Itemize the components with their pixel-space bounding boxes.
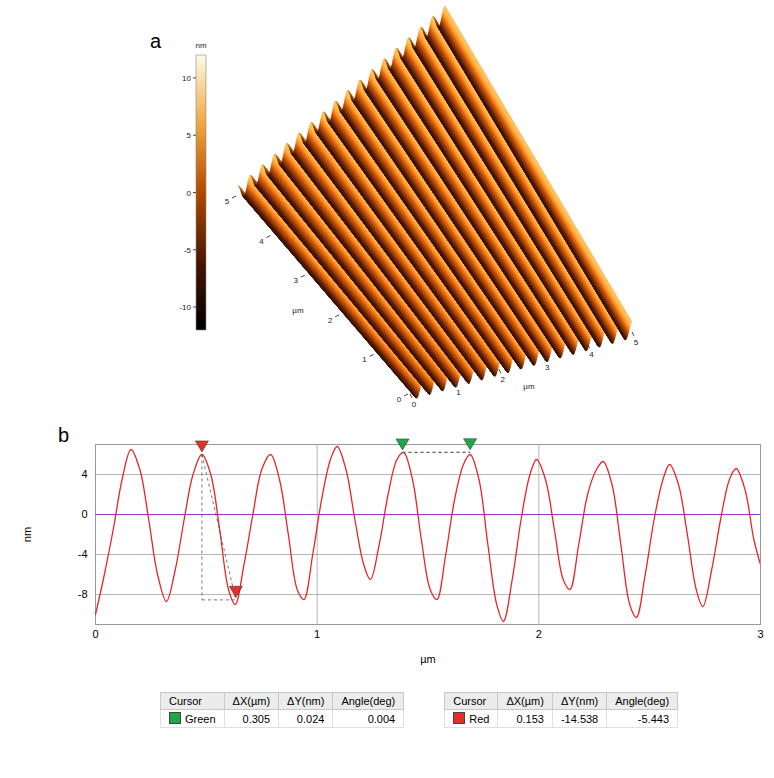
html-text:ΔX(µm): ΔX(µm) xyxy=(232,695,271,707)
html-text:-14.538: -14.538 xyxy=(560,712,599,725)
html-text:0.305: 0.305 xyxy=(242,712,271,725)
html-text:0.153: 0.153 xyxy=(516,712,544,725)
html-text:a: a xyxy=(150,30,162,52)
svg-text:0: 0 xyxy=(81,508,87,520)
svg-text:2: 2 xyxy=(328,316,333,325)
svg-text:µm: µm xyxy=(420,653,436,665)
svg-text:4: 4 xyxy=(81,468,87,480)
svg-text:5: 5 xyxy=(225,197,230,206)
html-text:Cursor: Cursor xyxy=(453,695,487,707)
svg-text:5: 5 xyxy=(187,131,192,140)
svg-text:-5: -5 xyxy=(184,246,192,255)
svg-text:4: 4 xyxy=(589,350,594,359)
svg-text:1: 1 xyxy=(314,628,320,640)
svg-text:2: 2 xyxy=(501,375,506,384)
svg-text:µm: µm xyxy=(523,382,535,391)
html-text:-5.443: -5.443 xyxy=(637,712,670,725)
html-text:0.004: 0.004 xyxy=(367,712,396,725)
svg-text:10: 10 xyxy=(182,74,191,83)
html-text:Angle(deg): Angle(deg) xyxy=(341,695,396,707)
svg-text:3: 3 xyxy=(757,628,763,640)
svg-text:2: 2 xyxy=(536,628,542,640)
svg-text:-10: -10 xyxy=(179,303,191,312)
svg-text:-4: -4 xyxy=(78,548,88,560)
svg-text:3: 3 xyxy=(294,276,299,285)
svg-text:-8: -8 xyxy=(78,588,88,600)
svg-text:0: 0 xyxy=(187,189,192,198)
svg-text:0: 0 xyxy=(412,400,417,409)
html-text:Cursor: Cursor xyxy=(169,695,202,707)
html-text:ΔY(nm): ΔY(nm) xyxy=(560,695,599,707)
html-text:Angle(deg): Angle(deg) xyxy=(615,695,670,707)
svg-text:µm: µm xyxy=(292,306,304,315)
svg-text:3: 3 xyxy=(545,363,550,372)
html-text:Red: Red xyxy=(469,713,490,725)
svg-text:nm: nm xyxy=(195,41,206,50)
html-text:ΔX(µm): ΔX(µm) xyxy=(506,695,544,707)
svg-text:0: 0 xyxy=(397,395,402,404)
svg-text:1: 1 xyxy=(456,388,461,397)
svg-text:4: 4 xyxy=(259,237,264,246)
html-text:b: b xyxy=(58,424,70,446)
html-text:0.024: 0.024 xyxy=(296,712,325,725)
html-text:ΔY(nm): ΔY(nm) xyxy=(287,695,325,707)
svg-text:1: 1 xyxy=(362,355,367,364)
svg-text:nm: nm xyxy=(21,527,33,542)
svg-text:0: 0 xyxy=(92,628,98,640)
svg-text:5: 5 xyxy=(634,338,639,347)
html-text:Green: Green xyxy=(185,713,216,725)
